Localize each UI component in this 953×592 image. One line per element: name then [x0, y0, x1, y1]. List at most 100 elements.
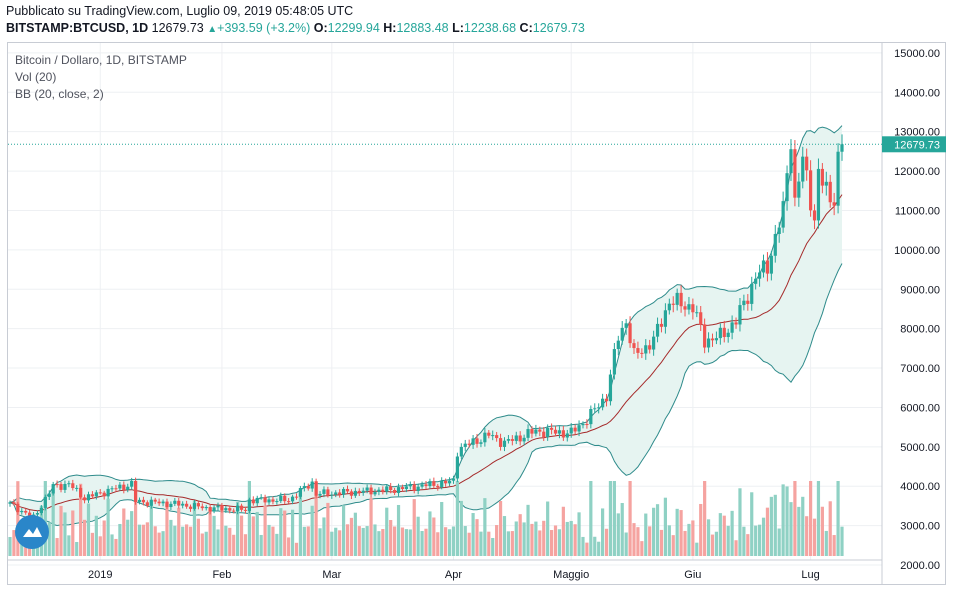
- candle-body: [236, 505, 240, 512]
- volume-bar: [243, 534, 248, 556]
- candle-body: [569, 427, 573, 434]
- candle-body: [239, 505, 244, 510]
- volume-bar: [133, 481, 138, 556]
- volume-bar: [608, 481, 613, 556]
- x-tick-label: Feb: [212, 569, 231, 581]
- candle-body: [283, 495, 287, 502]
- volume-bar: [251, 516, 255, 556]
- volume-bar: [793, 481, 797, 556]
- candle-body: [228, 508, 232, 511]
- volume-bar: [597, 541, 601, 556]
- volume-bar: [169, 519, 173, 556]
- volume-bar: [373, 524, 377, 556]
- candle-body: [377, 489, 381, 492]
- candle-body: [640, 352, 644, 354]
- volume-bar: [294, 542, 299, 556]
- volume-bar: [192, 500, 197, 556]
- volume-bar: [765, 507, 770, 556]
- candle-body: [546, 427, 550, 438]
- y-tick-label: 8000.00: [900, 324, 940, 336]
- volume-bar: [809, 481, 813, 556]
- volume-bar: [699, 503, 703, 556]
- candle-body: [200, 506, 204, 509]
- candle-body: [487, 432, 491, 436]
- volume-bar: [389, 520, 393, 556]
- volume-bar: [695, 542, 699, 556]
- candle-body: [616, 340, 620, 350]
- candle-body: [632, 343, 636, 349]
- candle-body: [726, 332, 730, 338]
- volume-bar: [601, 508, 605, 556]
- candle-body: [114, 488, 118, 490]
- candle-body: [836, 151, 840, 206]
- candle-body: [302, 486, 306, 489]
- volume-bar: [8, 537, 12, 556]
- candle-body: [699, 312, 703, 325]
- volume-bar: [604, 528, 609, 556]
- volume-bar: [106, 498, 110, 556]
- volume-bar: [255, 511, 259, 556]
- tradingview-logo-icon[interactable]: [15, 515, 49, 549]
- candle-body: [601, 398, 605, 408]
- candle-body: [118, 484, 122, 489]
- last-price-label: 12679.73: [894, 139, 940, 151]
- candle-body: [820, 168, 824, 186]
- candle-body: [495, 435, 499, 439]
- candle-body: [597, 407, 601, 409]
- candle-body: [28, 512, 32, 517]
- volume-bar: [428, 511, 432, 556]
- volume-bar: [173, 525, 177, 556]
- candle-body: [59, 484, 63, 490]
- volume-bar: [310, 505, 314, 556]
- volume-bar: [447, 529, 452, 556]
- candle-body: [55, 484, 59, 486]
- volume-bar: [86, 503, 91, 556]
- candle-body: [169, 503, 173, 508]
- candle-body: [703, 324, 707, 348]
- legend-bollinger: BB (20, close, 2): [15, 87, 104, 101]
- candle-body: [765, 260, 770, 274]
- volume-bar: [424, 528, 428, 556]
- volume-bar: [341, 505, 346, 556]
- candle-body: [314, 481, 318, 496]
- candle-body: [714, 338, 719, 341]
- candle-body: [232, 510, 236, 512]
- candle-body: [102, 492, 106, 497]
- candle-body: [192, 503, 197, 509]
- candle-body: [695, 312, 699, 314]
- candle-body: [8, 502, 12, 504]
- volume-bar: [369, 497, 373, 556]
- candle-body: [275, 501, 279, 503]
- candle-body: [581, 423, 585, 426]
- candle-body: [165, 501, 169, 508]
- volume-bar: [283, 510, 287, 556]
- candle-body: [746, 300, 750, 304]
- volume-bar: [165, 502, 169, 556]
- volume-bar: [334, 527, 338, 556]
- candle-body: [644, 345, 648, 354]
- candle-body: [412, 484, 416, 491]
- candle-body: [298, 488, 303, 497]
- candle-body: [196, 503, 200, 507]
- candle-body: [479, 442, 483, 444]
- volume-bar: [710, 534, 715, 556]
- candle-body: [675, 292, 679, 305]
- candle-body: [243, 509, 248, 511]
- candle-body: [361, 490, 365, 493]
- volume-bar: [381, 529, 385, 556]
- candle-body: [750, 283, 754, 304]
- volume-bar: [475, 519, 479, 556]
- volume-bar: [271, 526, 275, 556]
- y-tick-label: 14000.00: [894, 87, 940, 99]
- volume-bar: [824, 530, 828, 556]
- volume-bar: [326, 502, 330, 556]
- x-tick-label: Lug: [801, 569, 819, 581]
- volume-bar: [102, 520, 106, 556]
- close-label: C:: [519, 21, 533, 35]
- volume-bar: [675, 508, 679, 556]
- volume-bar: [573, 524, 577, 556]
- volume-bar: [722, 515, 726, 556]
- candle-body: [648, 345, 652, 350]
- candle-body: [82, 497, 87, 501]
